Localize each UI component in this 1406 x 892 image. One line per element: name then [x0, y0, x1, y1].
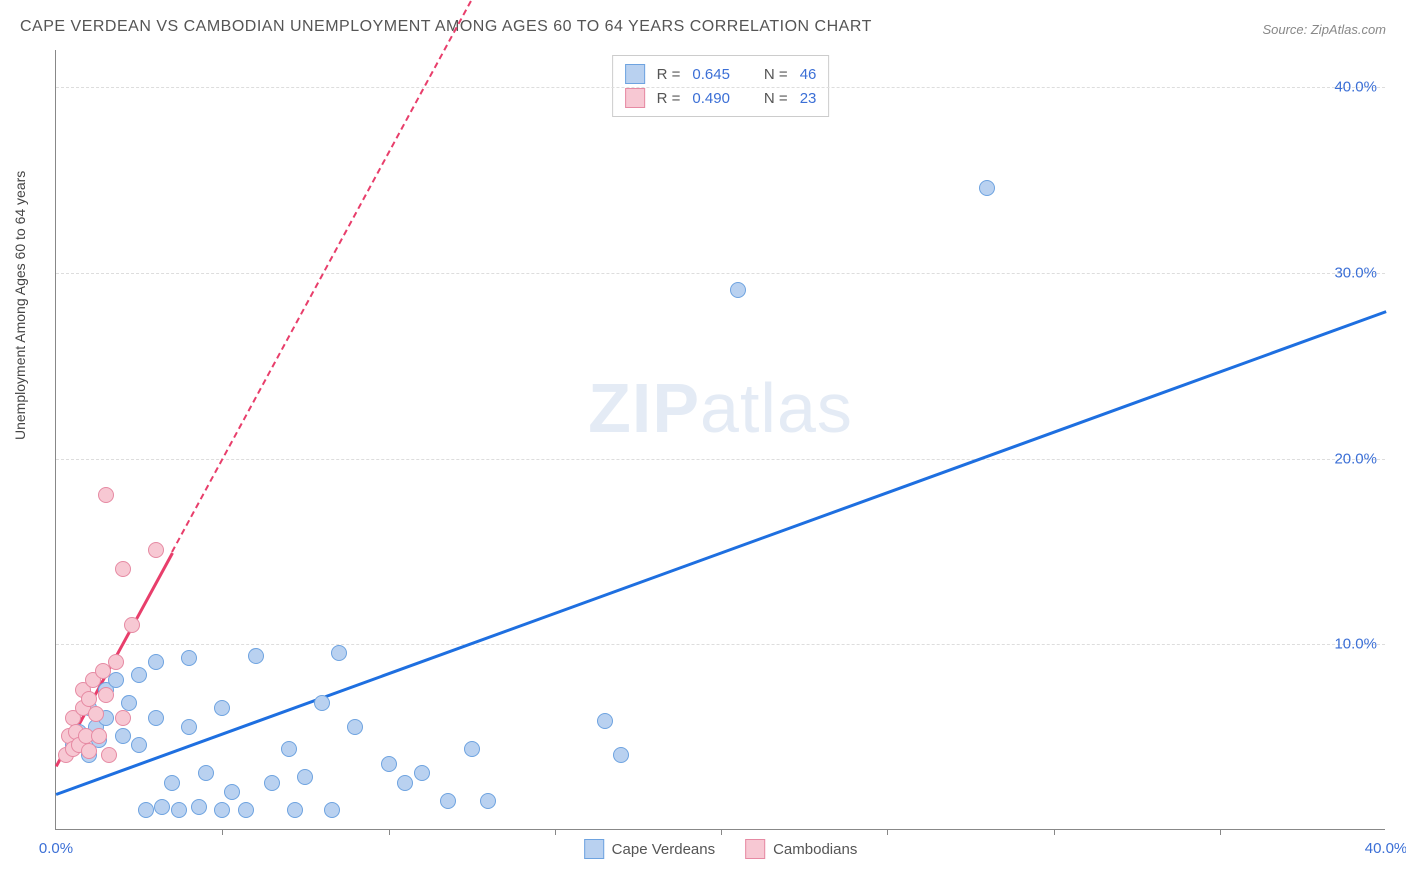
data-point: [164, 775, 180, 791]
data-point: [414, 765, 430, 781]
data-point: [131, 667, 147, 683]
gridline: [56, 273, 1385, 274]
data-point: [171, 802, 187, 818]
data-point: [101, 747, 117, 763]
data-point: [181, 650, 197, 666]
legend-label: Cape Verdeans: [612, 841, 715, 858]
trend-line: [171, 0, 505, 553]
data-point: [121, 695, 137, 711]
legend-swatch: [625, 64, 645, 84]
data-point: [108, 654, 124, 670]
data-point: [248, 648, 264, 664]
data-point: [214, 802, 230, 818]
data-point: [148, 654, 164, 670]
trend-line: [56, 310, 1387, 795]
data-point: [324, 802, 340, 818]
legend-r-value: 0.645: [692, 66, 730, 83]
data-point: [181, 719, 197, 735]
x-minor-tick: [389, 829, 390, 835]
data-point: [81, 743, 97, 759]
data-point: [224, 784, 240, 800]
x-minor-tick: [1220, 829, 1221, 835]
x-minor-tick: [1054, 829, 1055, 835]
data-point: [347, 719, 363, 735]
data-point: [979, 180, 995, 196]
data-point: [124, 617, 140, 633]
data-point: [191, 799, 207, 815]
data-point: [81, 691, 97, 707]
y-tick-label: 10.0%: [1334, 636, 1377, 653]
y-tick-label: 40.0%: [1334, 79, 1377, 96]
correlation-legend: R = 0.645 N = 46 R = 0.490 N = 23: [612, 55, 830, 117]
x-minor-tick: [721, 829, 722, 835]
data-point: [287, 802, 303, 818]
data-point: [331, 645, 347, 661]
legend-r-label: R =: [657, 66, 681, 83]
legend-n-label: N =: [764, 66, 788, 83]
data-point: [297, 769, 313, 785]
y-tick-label: 30.0%: [1334, 264, 1377, 281]
legend-item: Cape Verdeans: [584, 839, 715, 859]
data-point: [597, 713, 613, 729]
data-point: [131, 737, 147, 753]
legend-r-label: R =: [657, 90, 681, 107]
legend-r-value: 0.490: [692, 90, 730, 107]
source-label: Source: ZipAtlas.com: [1262, 22, 1386, 37]
data-point: [397, 775, 413, 791]
data-point: [91, 728, 107, 744]
data-point: [115, 728, 131, 744]
legend-n-value: 46: [800, 66, 817, 83]
x-minor-tick: [887, 829, 888, 835]
data-point: [264, 775, 280, 791]
data-point: [730, 282, 746, 298]
data-point: [115, 561, 131, 577]
data-point: [154, 799, 170, 815]
data-point: [281, 741, 297, 757]
x-minor-tick: [222, 829, 223, 835]
data-point: [98, 687, 114, 703]
legend-swatch: [745, 839, 765, 859]
data-point: [198, 765, 214, 781]
data-point: [381, 756, 397, 772]
x-tick-label: 0.0%: [39, 840, 73, 857]
y-tick-label: 20.0%: [1334, 450, 1377, 467]
y-axis-label: Unemployment Among Ages 60 to 64 years: [12, 171, 28, 440]
data-point: [314, 695, 330, 711]
plot-area: ZIPatlas R = 0.645N = 46R = 0.490N = 23 …: [55, 50, 1385, 830]
data-point: [138, 802, 154, 818]
legend-n-label: N =: [764, 90, 788, 107]
legend-label: Cambodians: [773, 841, 857, 858]
gridline: [56, 87, 1385, 88]
legend-row: R = 0.645 N = 46: [625, 62, 817, 86]
data-point: [214, 700, 230, 716]
legend-swatch: [584, 839, 604, 859]
data-point: [148, 542, 164, 558]
legend-item: Cambodians: [745, 839, 857, 859]
data-point: [238, 802, 254, 818]
legend-n-value: 23: [800, 90, 817, 107]
legend-row: R = 0.490 N = 23: [625, 86, 817, 110]
legend-swatch: [625, 88, 645, 108]
data-point: [98, 487, 114, 503]
x-minor-tick: [555, 829, 556, 835]
data-point: [480, 793, 496, 809]
data-point: [115, 710, 131, 726]
watermark: ZIPatlas: [588, 368, 853, 448]
data-point: [440, 793, 456, 809]
data-point: [148, 710, 164, 726]
x-tick-label: 40.0%: [1365, 840, 1406, 857]
data-point: [88, 706, 104, 722]
data-point: [613, 747, 629, 763]
chart-title: CAPE VERDEAN VS CAMBODIAN UNEMPLOYMENT A…: [20, 18, 872, 36]
data-point: [464, 741, 480, 757]
data-point: [108, 672, 124, 688]
series-legend: Cape Verdeans Cambodians: [584, 839, 858, 859]
gridline: [56, 459, 1385, 460]
gridline: [56, 644, 1385, 645]
